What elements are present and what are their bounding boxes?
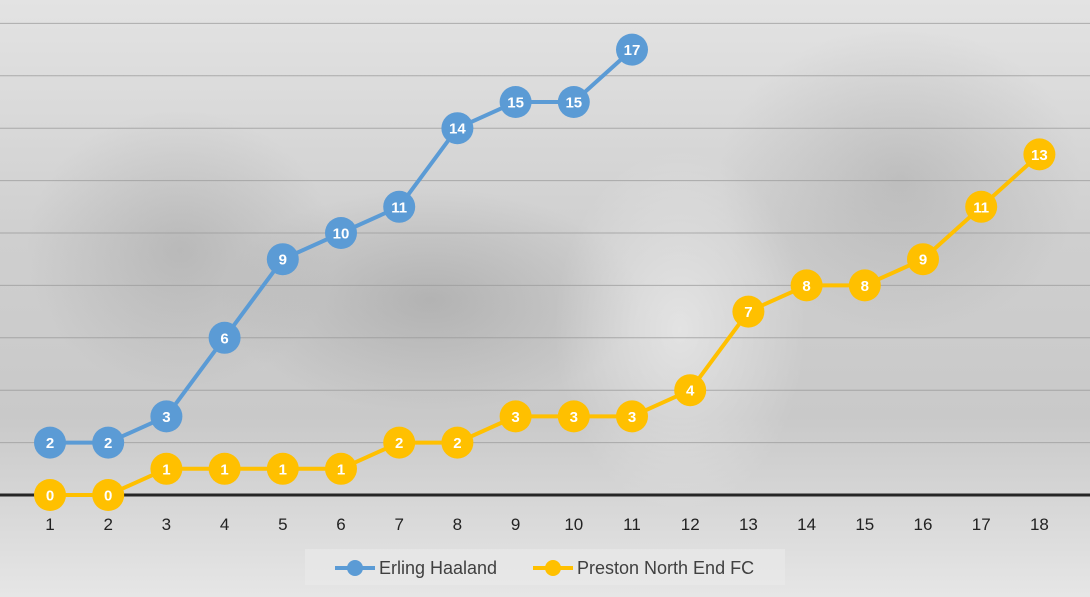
data-label: 9	[919, 252, 927, 269]
x-tick-labels: 1 2 3 4 5 6 7 8 9 10 11 12 13 14 15 16 17 18	[45, 515, 1049, 534]
data-point[interactable]	[1023, 138, 1056, 171]
data-label: 2	[395, 435, 403, 452]
data-point[interactable]	[208, 452, 241, 485]
data-label: 8	[802, 278, 810, 295]
data-point[interactable]	[208, 321, 241, 354]
data-point[interactable]	[616, 33, 648, 66]
data-point[interactable]	[150, 400, 183, 433]
data-label: 7	[744, 304, 752, 321]
x-tick-label: 4	[220, 515, 229, 534]
x-tick-label: 12	[681, 515, 700, 534]
data-point[interactable]	[34, 479, 66, 511]
series-line	[50, 152, 1041, 497]
x-tick-label: 11	[623, 515, 641, 534]
legend-item-series-2[interactable]: Preston North End FC	[533, 558, 754, 578]
data-point[interactable]	[34, 426, 66, 459]
legend-swatch-series-1	[335, 558, 375, 578]
data-point[interactable]	[907, 243, 939, 276]
data-point[interactable]	[266, 243, 299, 276]
data-label: 6	[220, 330, 228, 347]
data-label: 1	[220, 461, 228, 478]
x-tick-label: 15	[855, 515, 874, 534]
data-point[interactable]	[441, 112, 474, 145]
x-tick-label: 3	[162, 515, 171, 534]
x-tick-label: 14	[797, 515, 816, 534]
x-tick-label: 8	[453, 515, 462, 534]
x-tick-label: 2	[103, 515, 112, 534]
data-label: 4	[686, 383, 695, 400]
legend-label-series-1: Erling Haaland	[379, 557, 498, 578]
legend-label-series-2: Preston North End FC	[577, 557, 755, 578]
data-label: 15	[507, 95, 524, 112]
data-point[interactable]	[92, 426, 125, 459]
data-label: 14	[449, 121, 466, 138]
data-label: 13	[1031, 147, 1048, 164]
legend-item-series-1[interactable]: Erling Haaland	[335, 558, 497, 578]
data-label: 2	[104, 435, 112, 452]
data-label: 8	[861, 278, 869, 295]
data-label: 1	[162, 461, 170, 478]
data-point[interactable]	[383, 190, 416, 223]
data-point[interactable]	[616, 400, 648, 433]
data-label: 11	[973, 199, 989, 216]
data-point[interactable]	[150, 452, 183, 485]
data-point[interactable]	[674, 374, 707, 407]
x-tick-label: 10	[564, 515, 583, 534]
x-tick-label: 7	[394, 515, 403, 534]
data-point[interactable]	[499, 86, 532, 118]
data-label: 10	[333, 226, 350, 243]
x-tick-label: 9	[511, 515, 520, 534]
data-label: 15	[565, 95, 582, 112]
data-label: 3	[628, 409, 636, 426]
data-label: 2	[46, 435, 54, 452]
data-label: 0	[104, 488, 112, 505]
x-tick-label: 1	[45, 515, 54, 534]
data-label: 3	[570, 409, 578, 426]
data-point[interactable]	[557, 400, 590, 433]
x-tick-label: 6	[336, 515, 345, 534]
data-point[interactable]	[499, 400, 532, 433]
data-point[interactable]	[848, 269, 881, 302]
data-point[interactable]	[557, 86, 590, 118]
data-label: 17	[624, 42, 641, 59]
data-label: 3	[511, 409, 519, 426]
x-tick-label: 16	[914, 515, 933, 534]
data-label: 2	[453, 435, 461, 452]
data-label: 1	[337, 461, 345, 478]
data-point[interactable]	[325, 452, 357, 485]
data-point[interactable]	[92, 479, 125, 511]
data-point[interactable]	[266, 452, 299, 485]
data-point[interactable]	[325, 217, 357, 249]
data-point[interactable]	[383, 426, 416, 459]
x-tick-label: 13	[739, 515, 758, 534]
data-label: 9	[279, 252, 287, 269]
gridlines	[0, 22, 1090, 444]
x-tick-label: 18	[1030, 515, 1049, 534]
data-label: 3	[162, 409, 170, 426]
x-tick-label: 17	[972, 515, 991, 534]
data-point[interactable]	[441, 426, 474, 459]
data-label: 0	[46, 488, 54, 505]
series-1: 2 2 3 6 9 10 11 14 15 15 17	[34, 33, 648, 459]
data-point[interactable]	[790, 269, 823, 302]
data-point[interactable]	[732, 295, 765, 328]
data-label: 1	[279, 461, 287, 478]
data-label: 11	[391, 199, 407, 216]
legend-swatch-series-2	[533, 558, 573, 578]
legend: Erling Haaland Preston North End FC	[305, 549, 785, 585]
data-point[interactable]	[965, 190, 998, 223]
x-tick-label: 5	[278, 515, 287, 534]
